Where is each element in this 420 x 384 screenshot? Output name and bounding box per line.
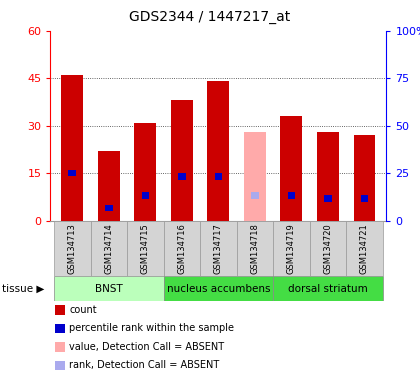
Bar [361, 195, 368, 202]
Bar [346, 221, 383, 276]
Text: GSM134715: GSM134715 [141, 223, 150, 274]
Text: count: count [69, 305, 97, 315]
Bar [236, 221, 273, 276]
Bar [244, 132, 266, 221]
Bar [200, 221, 236, 276]
Bar [98, 151, 120, 221]
Bar [251, 192, 259, 199]
Bar [61, 75, 83, 221]
Bar [207, 81, 229, 221]
Text: nucleus accumbens: nucleus accumbens [167, 284, 270, 294]
Bar [91, 221, 127, 276]
Text: percentile rank within the sample: percentile rank within the sample [69, 323, 234, 333]
Text: GSM134721: GSM134721 [360, 223, 369, 274]
Bar [281, 116, 302, 221]
Bar [324, 195, 332, 202]
Text: GSM134716: GSM134716 [177, 223, 186, 274]
Bar [164, 276, 273, 301]
Bar [288, 192, 295, 199]
Bar [178, 173, 186, 180]
Bar [105, 205, 113, 211]
Bar [273, 276, 383, 301]
Bar [142, 192, 149, 199]
Text: GSM134718: GSM134718 [250, 223, 260, 274]
Bar [317, 132, 339, 221]
Bar [273, 221, 310, 276]
Bar [54, 276, 164, 301]
Text: GSM134719: GSM134719 [287, 223, 296, 274]
Text: GDS2344 / 1447217_at: GDS2344 / 1447217_at [129, 10, 291, 23]
Text: value, Detection Call = ABSENT: value, Detection Call = ABSENT [69, 342, 224, 352]
Bar [171, 101, 193, 221]
Text: rank, Detection Call = ABSENT: rank, Detection Call = ABSENT [69, 360, 220, 370]
Text: tissue ▶: tissue ▶ [2, 284, 45, 294]
Text: dorsal striatum: dorsal striatum [288, 284, 368, 294]
Bar [310, 221, 346, 276]
Bar [54, 221, 91, 276]
Bar [127, 221, 164, 276]
Text: BNST: BNST [95, 284, 123, 294]
Bar [215, 173, 222, 180]
Text: GSM134713: GSM134713 [68, 223, 77, 274]
Text: GSM134714: GSM134714 [104, 223, 113, 274]
Bar [164, 221, 200, 276]
Bar [354, 135, 375, 221]
Text: GSM134720: GSM134720 [323, 223, 333, 274]
Bar [68, 170, 76, 177]
Bar [134, 122, 156, 221]
Text: GSM134717: GSM134717 [214, 223, 223, 274]
